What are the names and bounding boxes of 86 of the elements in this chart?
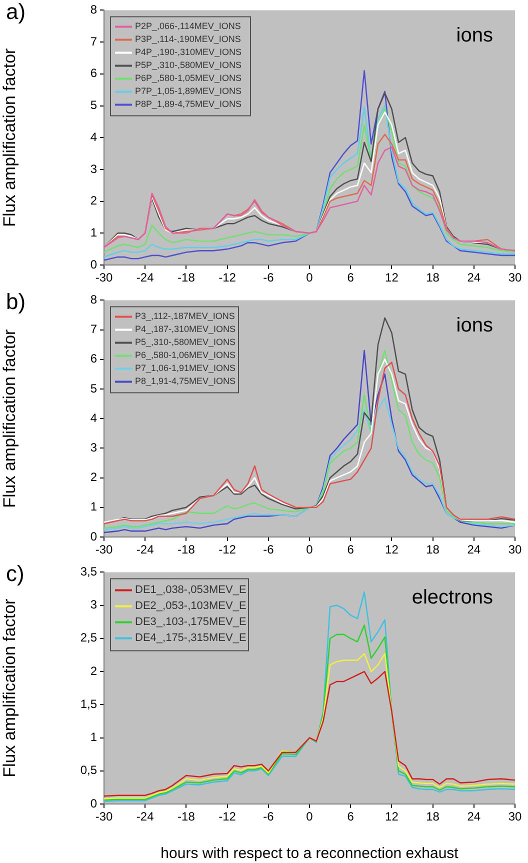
y-axis-title: Flux amplification factor [0,48,19,227]
x-tick-label: 12 [385,270,399,285]
x-tick-label: 0 [306,270,314,285]
legend-label: P7P_1,05-1,89MEV_IONS [135,86,242,96]
annotation: ions [456,24,493,47]
x-tick-label: 0 [306,542,314,557]
annotation: ions [456,314,493,337]
legend-label: DE4_,175-,315MEV_E [135,632,246,644]
y-tick-label: 3 [90,598,98,612]
legend-label: P3_,112-,187MEV_IONS [135,311,235,322]
legend-label: DE3_,103-,175MEV_E [135,616,246,628]
x-tick-label: -24 [136,270,154,285]
legend-label: P4_,187-,310MEV_IONS [135,324,236,334]
x-tick-label: 18 [426,270,440,285]
x-tick-label: -6 [263,810,274,824]
x-tick-label: 30 [508,542,522,557]
x-tick-label: -30 [95,810,113,824]
y-tick-label: 8 [90,2,98,17]
y-tick-label: 1,5 [80,696,98,711]
y-tick-label: 2,5 [80,630,98,645]
legend-label: P5_,310-,580MEV_IONS [135,337,236,348]
x-tick-label: -24 [136,542,154,557]
y-tick-label: 5 [90,381,98,396]
x-tick-label: 12 [385,542,399,557]
x-tick-label: -18 [178,542,196,557]
legend-label: P8P_1,89-4,75MEV_IONS [135,99,242,110]
y-tick-label: 3,5 [80,564,98,579]
x-tick-label: -30 [95,270,113,285]
x-tick-label: 6 [347,270,354,285]
chart-title: c) [6,561,24,586]
x-tick-label: 24 [467,270,481,285]
y-tick-label: 2 [90,664,98,678]
y-tick-label: 1 [90,225,98,240]
y-tick-label: 2 [90,470,98,484]
x-tick-label: 18 [426,810,440,824]
legend-label: P3P_,114-,190MEV_IONS [135,34,241,44]
x-tick-label: -30 [95,542,113,557]
y-tick-label: 3 [90,440,98,455]
legend-label: P7_1,06-1,91MEV_IONS [135,363,236,374]
y-tick-label: 0 [90,257,98,272]
y-axis-title: Flux amplification factor [0,598,19,778]
legend-label: P2P_,066-,114MEV_IONS [135,21,241,32]
y-axis-title: Flux amplification factor [0,328,19,508]
y-tick-label: 0,5 [80,763,98,778]
x-tick-label: -18 [178,270,196,285]
y-tick-label: 1 [90,730,98,744]
x-tick-label: 24 [467,810,481,824]
y-tick-label: 6 [90,66,98,80]
x-tick-label: 0 [306,810,314,824]
y-tick-label: 6 [90,352,98,366]
x-tick-label: 18 [426,542,440,557]
x-tick-label: -24 [136,810,154,824]
x-tick-label: -12 [218,270,236,285]
x-tick-label: -6 [263,542,274,557]
y-tick-label: 4 [90,410,98,425]
x-tick-label: -12 [218,810,236,824]
chart-title: b) [6,289,26,314]
y-tick-label: 7 [90,34,98,48]
y-tick-label: 0 [90,529,98,544]
legend-label: P8_1,91-4,75MEV_IONS [135,376,236,386]
x-tick-label: -12 [218,542,236,557]
y-tick-label: 3 [90,162,98,176]
x-tick-label: 6 [347,542,354,557]
legend-label: P4P_,190-,310MEV_IONS [135,47,242,58]
y-tick-label: 0 [90,796,98,810]
x-tick-label: 30 [508,810,522,824]
x-tick-label: 30 [508,270,522,285]
y-tick-label: 5 [90,98,98,112]
x-tick-label: 24 [467,542,481,557]
legend-label: DE2_,053-,103MEV_E [135,600,246,612]
legend-label: DE1_,038-,053MEV_E [135,584,246,596]
legend-label: P6P_,580-1,05MEV_IONS [135,73,242,84]
x-tick-label: 6 [347,810,354,824]
y-tick-label: 2 [90,194,98,208]
chart-title: a) [6,0,26,24]
annotation: electrons [412,586,493,609]
y-tick-label: 1 [90,500,98,514]
y-tick-label: 7 [90,322,98,336]
x-tick-label: 12 [385,810,399,824]
x-tick-label: -6 [263,270,274,285]
legend-label: P5P_,310-,580MEV_IONS [135,60,242,70]
y-tick-label: 4 [90,130,98,144]
x-axis-title: hours with respect to a reconnection exhaust [160,845,460,862]
y-tick-label: 8 [90,292,98,307]
x-tick-label: -18 [178,810,196,824]
legend-label: P6_,580-1,06MEV_IONS [135,350,236,360]
